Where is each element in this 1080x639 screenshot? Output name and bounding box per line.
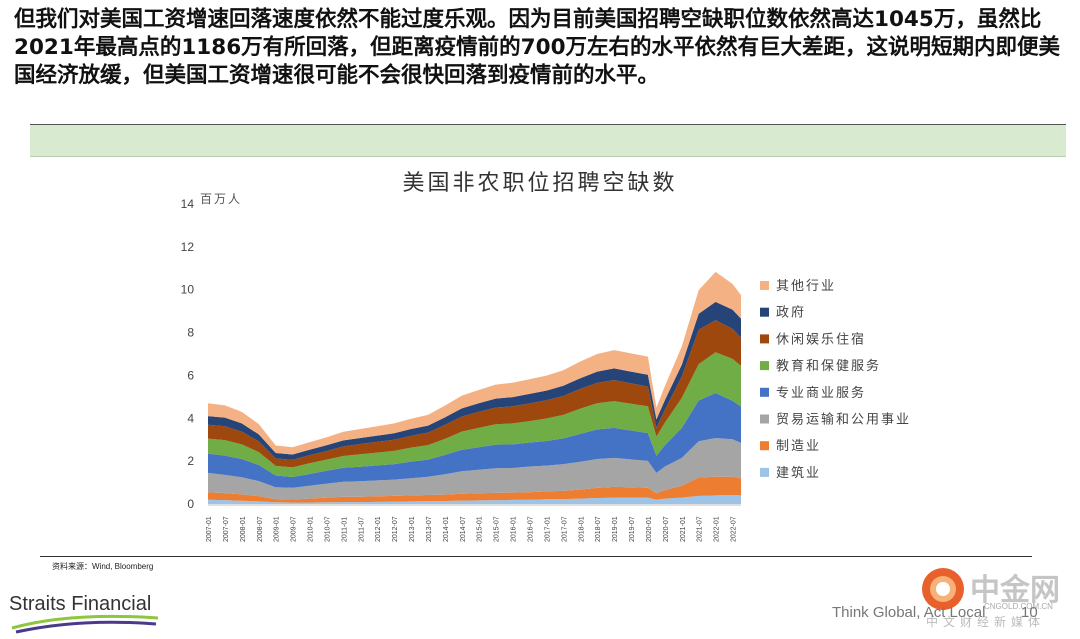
x-tick-label: 2015-07 — [494, 516, 501, 542]
area-series-4 — [208, 352, 741, 477]
axis-layer: 0 2 4 6 8 10 12 14 2007-01 2007-07 2008-01 2008-07 2… — [181, 197, 741, 542]
highlight-band — [30, 125, 1066, 157]
legend-swatch — [760, 361, 769, 371]
area-series-3 — [208, 393, 741, 488]
x-tick-label: 2009-01 — [274, 516, 281, 542]
headline-paragraph: 但我们对美国工资增速回落速度依然不能过度乐观。因为目前美国招聘空缺职位数依然高达… — [14, 7, 1061, 88]
x-tick-label: 2019-01 — [612, 516, 619, 542]
y-tick-label: 4 — [187, 411, 194, 425]
legend-label: 政府 — [776, 306, 806, 321]
x-tick-label: 2018-07 — [595, 516, 602, 542]
x-tick-label: 2011-07 — [358, 517, 365, 542]
x-tick-label: 2022-07 — [731, 516, 738, 542]
y-tick-label: 12 — [181, 240, 195, 254]
x-tick-label: 2017-01 — [544, 516, 551, 542]
x-tick-label: 2009-07 — [291, 516, 298, 542]
area-series-5 — [208, 320, 741, 468]
legend-swatch — [760, 281, 769, 290]
area-series-7 — [208, 271, 741, 455]
watermark-url: CNGOLD.COM.CN — [984, 602, 1053, 611]
x-tick-label: 2013-07 — [426, 516, 433, 542]
y-tick-label: 6 — [187, 368, 194, 382]
y-tick-label: 10 — [181, 283, 195, 297]
y-tick-label: 2 — [187, 454, 194, 468]
x-tick-label: 2016-07 — [528, 516, 535, 542]
y-tick-label: 8 — [187, 326, 194, 340]
brand-swoosh-icon — [11, 614, 159, 634]
y-tick-label: 14 — [181, 197, 195, 211]
legend-swatch — [760, 387, 769, 397]
area-series-0 — [208, 495, 741, 504]
legend-label: 贸易运输和公用事业 — [776, 412, 911, 428]
x-tick-label: 2021-07 — [697, 516, 704, 542]
legend-swatch — [760, 307, 769, 317]
brand-logo-text: Straits Financial — [9, 593, 152, 615]
legend-label: 专业商业服务 — [776, 385, 866, 401]
legend-label: 建筑业 — [776, 465, 821, 481]
legend-label: 制造业 — [776, 439, 821, 454]
area-series-2 — [208, 438, 741, 500]
x-tick-label: 2020-07 — [663, 516, 670, 542]
headline-divider — [30, 124, 1066, 125]
x-tick-label: 2013-01 — [409, 516, 416, 542]
plot-layer — [208, 271, 741, 504]
chart-title: 美国非农职位招聘空缺数 — [402, 171, 677, 196]
legend-swatch — [760, 467, 769, 477]
x-tick-label: 2016-01 — [511, 516, 518, 542]
x-tick-label: 2018-01 — [578, 516, 585, 542]
x-tick-label: 2012-07 — [392, 516, 399, 542]
x-tick-label: 2022-01 — [714, 516, 721, 542]
x-tick-label: 2015-01 — [477, 516, 484, 542]
source-note: 资料来源：Wind, Bloomberg — [52, 562, 154, 571]
x-tick-label: 2008-01 — [240, 516, 247, 542]
legend-swatch — [760, 441, 769, 451]
watermark-name: 中金网 — [970, 573, 1060, 608]
x-tick-label: 2008-07 — [257, 516, 264, 542]
x-tick-label: 2012-01 — [375, 516, 382, 542]
x-tick-label: 2011-01 — [341, 517, 348, 542]
area-series-1 — [208, 476, 741, 503]
x-tick-label: 2021-01 — [680, 516, 687, 542]
legend-label: 教育和保健服务 — [776, 358, 881, 374]
tagline: Think Global, Act Local — [832, 604, 986, 621]
watermark-logo-icon — [922, 568, 964, 610]
x-tick-label: 2019-07 — [629, 516, 636, 542]
x-tick-label: 2017-07 — [561, 516, 568, 542]
area-series-6 — [208, 301, 741, 460]
y-tick-label: 0 — [187, 497, 194, 511]
x-tick-label: 2007-07 — [223, 516, 230, 542]
x-tick-label: 2014-01 — [443, 516, 450, 542]
legend-swatch — [760, 414, 769, 424]
legend-swatch — [760, 334, 769, 344]
legend-label: 休闲娱乐住宿 — [776, 331, 866, 347]
x-tick-label: 2010-01 — [308, 516, 315, 542]
footer-divider — [40, 556, 1032, 557]
stacked-area-chart: 美国非农职位招聘空缺数 百万人 0 2 4 6 8 10 12 14 2007-01 2007-0… — [181, 171, 911, 542]
y-axis-unit-label: 百万人 — [200, 192, 242, 206]
x-tick-label: 2014-07 — [460, 516, 467, 542]
page-number: 10 — [1021, 604, 1038, 621]
watermark-subtitle: 中文财经新媒体 — [926, 615, 1046, 629]
x-tick-label: 2007-01 — [206, 516, 213, 542]
x-tick-label: 2020-01 — [646, 516, 653, 542]
x-tick-label: 2010-07 — [324, 516, 331, 542]
legend-label: 其他行业 — [776, 279, 836, 294]
